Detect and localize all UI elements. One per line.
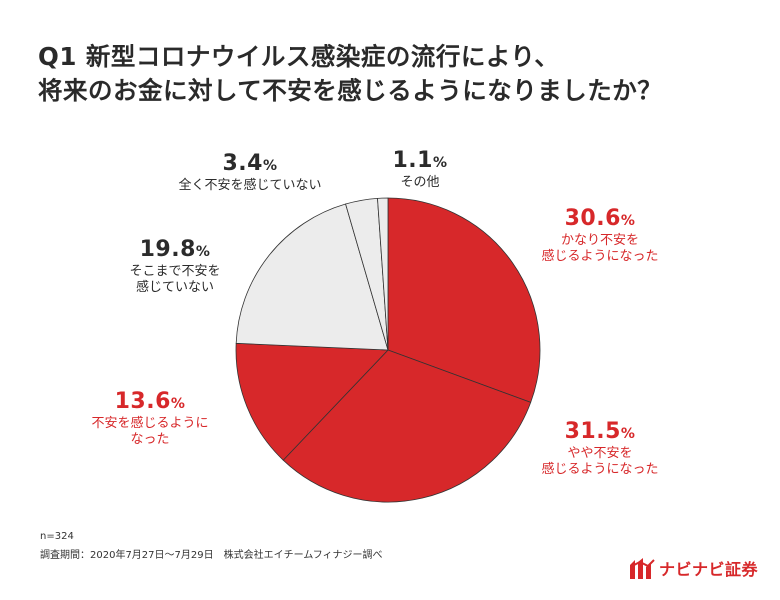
survey-period-note: 調査期間：2020年7月27日〜7月29日 株式会社エイチームフィナジー調べ [40,550,383,561]
label-slice-3: 19.8% そこまで不安を 感じていない [95,236,255,296]
pct-slice-4: 3.4 [222,151,263,176]
pct-slice-3: 19.8 [139,237,196,262]
pct-slice-5: 1.1 [392,148,433,173]
pct-slice-0: 30.6 [564,206,621,231]
sample-size-note: n=324 [40,531,74,542]
logo-text: ナビナビ証券 [658,560,758,579]
title-line-2: 将来のお金に対して不安を感じるようになりましたか？ [38,76,663,105]
title-line-1: Q1 新型コロナウイルス感染症の流行により、 [38,42,560,71]
text-slice-3-line2: 感じていない [135,279,214,295]
pie-slice-3 [235,203,389,351]
text-slice-5-line1: その他 [400,174,440,190]
text-slice-1-line1: やや不安を [567,445,633,461]
chart-title: Q1 新型コロナウイルス感染症の流行により、 将来のお金に対して不安を感じるよう… [38,40,662,108]
pct-slice-1: 31.5 [564,419,621,444]
text-slice-3-line1: そこまで不安を [129,263,221,279]
text-slice-0-line1: かなり不安を [560,232,639,248]
pie-slice-1 [282,349,532,503]
label-slice-1: 31.5% やや不安を 感じるようになった [520,418,680,478]
label-slice-0: 30.6% かなり不安を 感じるようになった [520,205,680,265]
label-slice-2: 13.6% 不安を感じるように なった [70,388,230,448]
text-slice-0-line2: 感じるようになった [541,248,659,264]
brand-logo: ナビナビ証券 [629,556,758,580]
label-slice-4: 3.4% 全く不安を感じていない [150,150,350,194]
text-slice-4-line1: 全く不安を感じていない [178,177,322,193]
pie-slice-5 [377,197,389,351]
pie-slice-2 [235,342,389,461]
navinavi-logo-icon [629,558,655,579]
text-slice-1-line2: 感じるようになった [541,461,659,477]
label-slice-5: 1.1% その他 [380,147,460,191]
text-slice-2-line2: なった [130,431,170,447]
text-slice-2-line1: 不安を感じるように [91,415,209,431]
pct-slice-2: 13.6 [114,389,171,414]
pie-slice-0 [387,197,541,403]
